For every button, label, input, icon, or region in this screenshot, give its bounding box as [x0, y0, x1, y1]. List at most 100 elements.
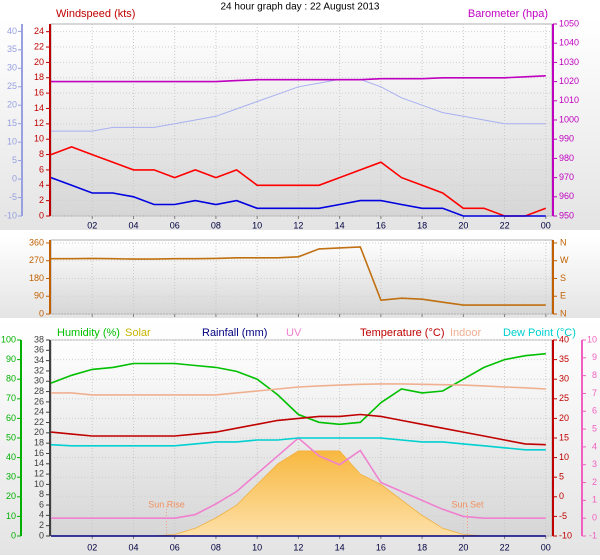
- y-tick-label: 35: [559, 354, 569, 364]
- legend-label: Indoor: [450, 327, 482, 339]
- y-tick-label: 2: [592, 477, 597, 487]
- y-tick-label: 30: [7, 63, 17, 73]
- x-tick-label: 06: [170, 220, 180, 230]
- y-tick-label: 9: [592, 352, 597, 362]
- y-tick-label: 40: [6, 452, 16, 462]
- y-tick-label: 0: [39, 530, 44, 540]
- line: [50, 437, 546, 451]
- y-tick-label: 16: [34, 87, 44, 97]
- y-tick-label: 0: [39, 210, 44, 220]
- legend-label: Dew Point (°C): [503, 327, 576, 339]
- y-tick-label: 360: [29, 237, 44, 247]
- y-tick-label: 0: [12, 173, 17, 183]
- x-tick-label: 16: [376, 542, 386, 552]
- y-tick-label: 0: [11, 530, 16, 540]
- y-tick-label: 10: [587, 334, 597, 344]
- x-tick-label: 12: [293, 542, 303, 552]
- line: [50, 176, 546, 217]
- legend-label: UV: [286, 327, 302, 339]
- y-tick-label: 30: [34, 376, 44, 386]
- y-tick-label: -5: [9, 192, 17, 202]
- y-tick-label: 5: [592, 423, 597, 433]
- annotation: Sun Rise: [148, 499, 185, 509]
- y-tick-label: 4: [592, 441, 597, 451]
- y-tick-label: 22: [34, 41, 44, 51]
- y-tick-label: 990: [559, 134, 574, 144]
- y-tick-label: 14: [34, 458, 44, 468]
- y-tick-label: -1: [589, 530, 597, 540]
- y-tick-label: 0: [559, 491, 564, 501]
- y-tick-label: 180: [29, 273, 44, 283]
- legend-label: Humidity (%): [57, 327, 120, 339]
- y-tick-label: 960: [559, 191, 574, 201]
- y-tick-label: -10: [559, 530, 572, 540]
- x-tick-label: 14: [335, 220, 345, 230]
- y-tick-label: 5: [12, 155, 17, 165]
- legend-label: Rainfall (mm): [202, 327, 267, 339]
- x-tick-label: 16: [376, 220, 386, 230]
- y-tick-label: 1050: [559, 18, 579, 28]
- y-tick-label: E: [560, 291, 566, 301]
- y-tick-label: 12: [34, 118, 44, 128]
- y-tick-label: 90: [6, 354, 16, 364]
- x-tick-label: 20: [458, 542, 468, 552]
- line: [51, 75, 546, 83]
- x-tick-label: 10: [252, 542, 262, 552]
- y-tick-label: 20: [559, 413, 569, 423]
- x-tick-label: 08: [211, 542, 221, 552]
- y-tick-label: 12: [34, 468, 44, 478]
- x-tick-label: 20: [458, 220, 468, 230]
- y-tick-label: 26: [34, 396, 44, 406]
- y-tick-label: 10: [7, 137, 17, 147]
- y-tick-label: 60: [6, 413, 16, 423]
- y-tick-label: 950: [559, 210, 574, 220]
- y-tick-label: 20: [34, 427, 44, 437]
- y-tick-label: 15: [7, 118, 17, 128]
- y-tick-label: 1040: [559, 38, 579, 48]
- x-tick-label: 10: [252, 220, 262, 230]
- y-tick-label: 18: [34, 72, 44, 82]
- y-tick-label: 1010: [559, 95, 579, 105]
- y-tick-label: 7: [592, 388, 597, 398]
- x-tick-label: 04: [128, 220, 138, 230]
- y-tick-label: 4: [39, 510, 44, 520]
- y-tick-label: 8: [39, 149, 44, 159]
- y-tick-label: W: [560, 255, 569, 265]
- y-tick-label: 6: [39, 499, 44, 509]
- y-tick-label: 10: [6, 511, 16, 521]
- y-tick-label: 22: [34, 417, 44, 427]
- x-tick-label: 02: [87, 220, 97, 230]
- y-tick-label: 980: [559, 153, 574, 163]
- y-tick-label: -5: [559, 511, 567, 521]
- y-tick-label: 20: [7, 100, 17, 110]
- y-tick-label: N: [560, 237, 567, 247]
- x-tick-label: 14: [335, 542, 345, 552]
- y-tick-label: 18: [34, 438, 44, 448]
- y-tick-label: 14: [34, 103, 44, 113]
- y-tick-label: 25: [7, 81, 17, 91]
- y-tick-label: N: [560, 308, 567, 318]
- y-tick-label: 6: [592, 406, 597, 416]
- x-tick-label: 00: [541, 220, 551, 230]
- y-tick-label: 35: [7, 44, 17, 54]
- y-tick-label: 16: [34, 448, 44, 458]
- y-tick-label: 90: [34, 291, 44, 301]
- y-tick-label: 40: [7, 26, 17, 36]
- y-tick-label: 36: [34, 345, 44, 355]
- x-tick-label: 08: [211, 220, 221, 230]
- y-tick-label: 100: [1, 334, 16, 344]
- y-tick-label: 32: [34, 365, 44, 375]
- y-tick-label: 30: [6, 472, 16, 482]
- y-tick-label: 20: [6, 491, 16, 501]
- y-tick-label: 10: [34, 134, 44, 144]
- y-tick-label: S: [560, 273, 566, 283]
- x-tick-label: 22: [500, 220, 510, 230]
- y-tick-label: 24: [34, 26, 44, 36]
- x-tick-label: 18: [417, 542, 427, 552]
- y-tick-label: 10: [559, 452, 569, 462]
- y-tick-label: 0: [39, 308, 44, 318]
- y-axis-title: Windspeed (kts): [56, 8, 135, 20]
- y-tick-label: 970: [559, 172, 574, 182]
- plot-area: [50, 23, 553, 217]
